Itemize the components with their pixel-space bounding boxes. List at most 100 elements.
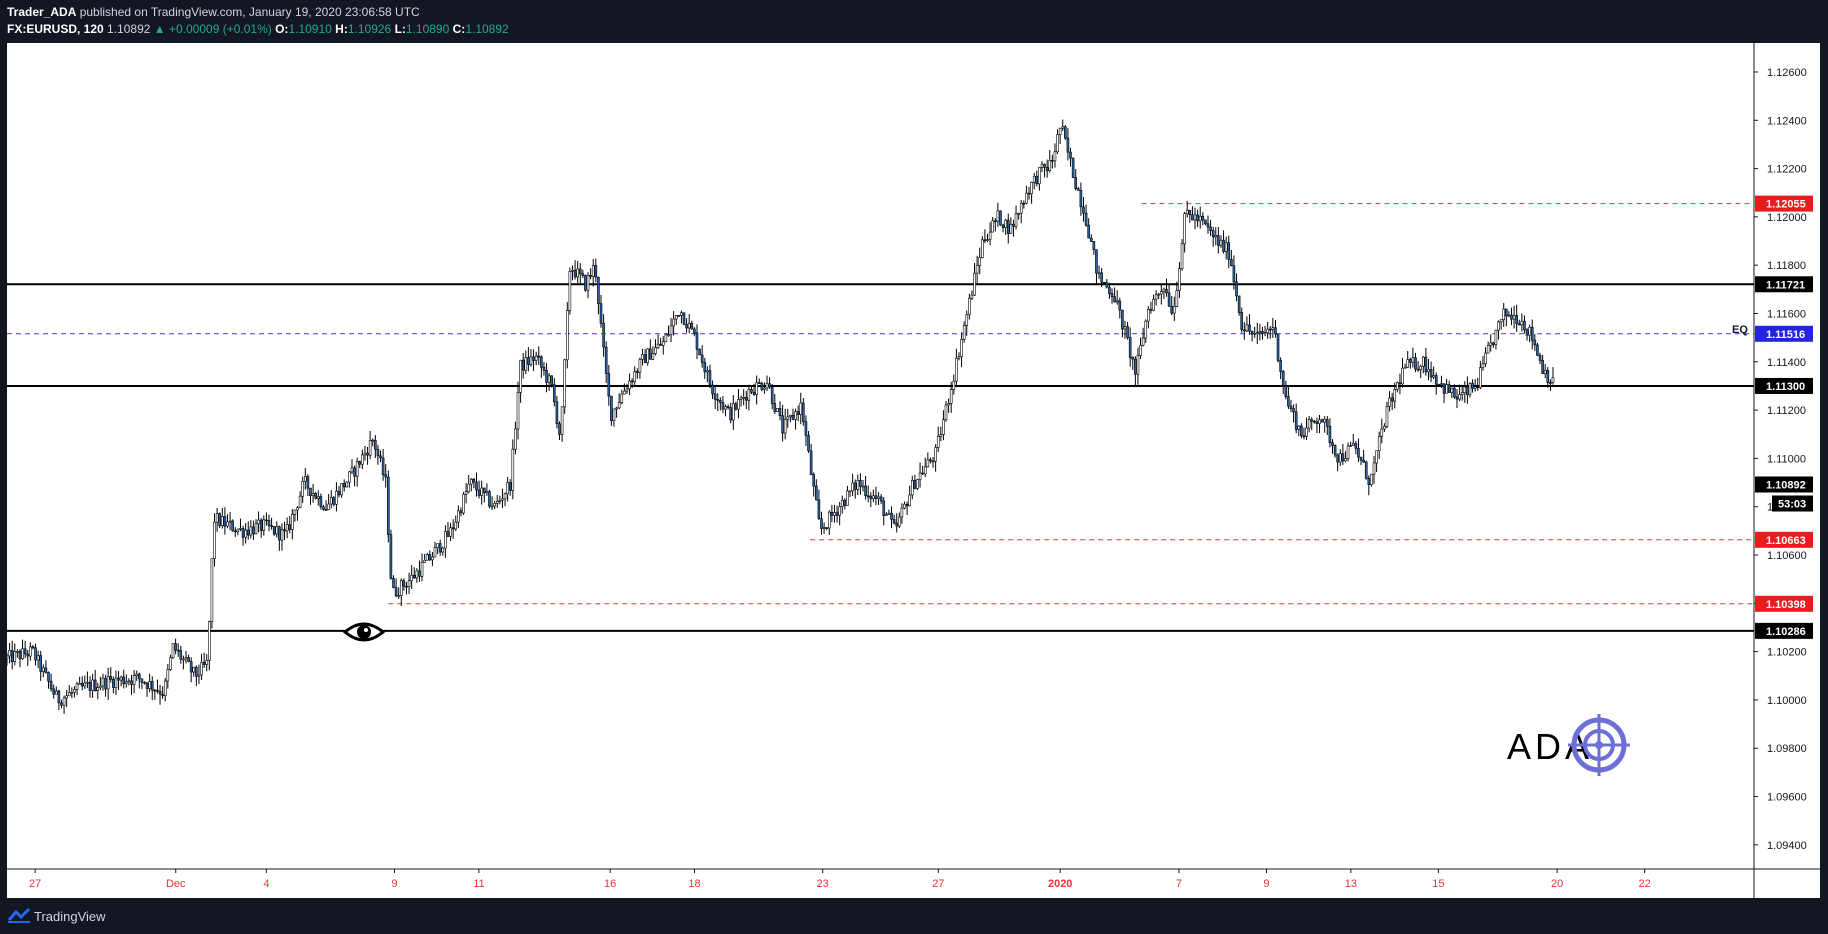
- author-name[interactable]: Trader_ADA: [7, 5, 77, 19]
- candle-body: [633, 371, 637, 382]
- candle-body: [859, 480, 862, 487]
- candle-body: [490, 505, 494, 508]
- candle-body: [1019, 202, 1023, 214]
- candles: [5, 119, 1555, 714]
- candle-body: [70, 691, 74, 694]
- level-price-tag-bg: [1755, 377, 1813, 394]
- candle-body: [407, 580, 411, 587]
- candle-body: [726, 406, 730, 408]
- candle-body: [1370, 473, 1373, 486]
- candle-body: [1313, 420, 1316, 423]
- candle-body: [757, 382, 761, 385]
- candle-body: [1398, 382, 1402, 385]
- candle-body: [283, 529, 286, 532]
- candle-body: [226, 521, 229, 527]
- candle-body: [783, 418, 787, 434]
- candle-body: [1038, 167, 1041, 185]
- time-tick-label: 22: [1638, 878, 1650, 890]
- candle-body: [752, 391, 756, 395]
- candle-body: [885, 514, 888, 516]
- candle-body: [54, 690, 58, 695]
- candle-body: [498, 499, 502, 502]
- footer-brand[interactable]: TradingView: [34, 909, 106, 924]
- candle-body: [973, 272, 976, 296]
- candle-body: [1100, 272, 1103, 283]
- candle-body: [1479, 367, 1482, 388]
- candle-body: [983, 239, 987, 242]
- candle-body: [340, 483, 343, 496]
- candle-body: [195, 666, 198, 677]
- candle-body: [488, 491, 491, 507]
- candle-body: [630, 380, 634, 383]
- candle-body: [872, 495, 875, 499]
- price-tick-label: 1.09800: [1767, 743, 1807, 755]
- candle-body: [763, 387, 766, 390]
- candle-body: [960, 339, 963, 357]
- candle-body: [1198, 215, 1202, 222]
- chart-area[interactable]: ADA EQ 1.12600 1.12400 1.12200 1.12000 1.118…: [5, 43, 1820, 898]
- candle-body: [293, 509, 297, 515]
- candle-body: [648, 348, 652, 360]
- candle-body: [817, 499, 821, 520]
- candle-body: [1266, 328, 1269, 333]
- candle-body: [208, 621, 211, 661]
- candle-body: [514, 428, 517, 450]
- candle-body: [1268, 328, 1272, 331]
- candle-body: [91, 679, 94, 691]
- symbol-label[interactable]: FX:EURUSD, 120: [7, 22, 104, 36]
- candle-body: [1414, 357, 1417, 370]
- candle-body: [1157, 293, 1161, 296]
- candlestick-chart[interactable]: ADA EQ 1.12600 1.12400 1.12200 1.12000 1.118…: [5, 43, 1820, 898]
- candle-body: [695, 332, 699, 350]
- candle-body: [623, 390, 626, 395]
- candle-body: [887, 512, 891, 515]
- candle-body: [10, 650, 14, 662]
- candle-body: [892, 518, 896, 524]
- candle-body: [304, 476, 307, 482]
- level-lines: [7, 203, 1754, 632]
- current-price-tag-bg: [1755, 476, 1813, 493]
- candle-body: [200, 662, 203, 676]
- candle-body: [604, 346, 608, 374]
- candle-body: [163, 680, 167, 696]
- candle-body: [975, 265, 979, 274]
- candle-body: [1380, 428, 1384, 437]
- price-axis[interactable]: 1.12600 1.12400 1.12200 1.12000 1.11800 1.116…: [1753, 43, 1807, 898]
- time-axis[interactable]: 27 Dec 4 9 11 16 18 23 27 2020 7 9 13 15 20 22: [7, 868, 1820, 890]
- candle-body: [1515, 315, 1518, 325]
- candle-body: [524, 357, 528, 371]
- crosshair-target-icon: [1568, 714, 1630, 776]
- candle-body: [1349, 445, 1352, 447]
- candle-body: [742, 397, 745, 399]
- candle-body: [610, 395, 613, 422]
- candle-body: [306, 476, 310, 489]
- candle-body: [999, 210, 1002, 226]
- candle-body: [1185, 209, 1189, 215]
- candle-body: [1538, 354, 1542, 361]
- candle-body: [314, 493, 317, 499]
- candle-body: [508, 482, 512, 491]
- candle-body: [337, 490, 341, 496]
- candle-body: [542, 366, 546, 371]
- candle-body: [607, 373, 611, 397]
- candle-body: [833, 512, 836, 516]
- candle-body: [233, 530, 237, 533]
- candle-body: [846, 490, 849, 506]
- candle-body: [825, 527, 828, 529]
- candle-body: [965, 314, 969, 326]
- candle-body: [1492, 342, 1495, 345]
- candle-body: [1097, 272, 1101, 275]
- candle-body: [1393, 389, 1397, 402]
- candle-body: [944, 404, 948, 421]
- candle-body: [568, 270, 572, 311]
- candle-body: [1406, 359, 1410, 368]
- candle-body: [1504, 308, 1508, 317]
- time-tick-label: 2020: [1048, 878, 1072, 890]
- candle-body: [1533, 339, 1537, 346]
- candle-body: [729, 407, 733, 421]
- candle-body: [1484, 352, 1487, 365]
- candle-body: [1022, 202, 1026, 205]
- candle-body: [903, 503, 906, 509]
- candle-body: [981, 239, 984, 258]
- candle-body: [1108, 286, 1111, 294]
